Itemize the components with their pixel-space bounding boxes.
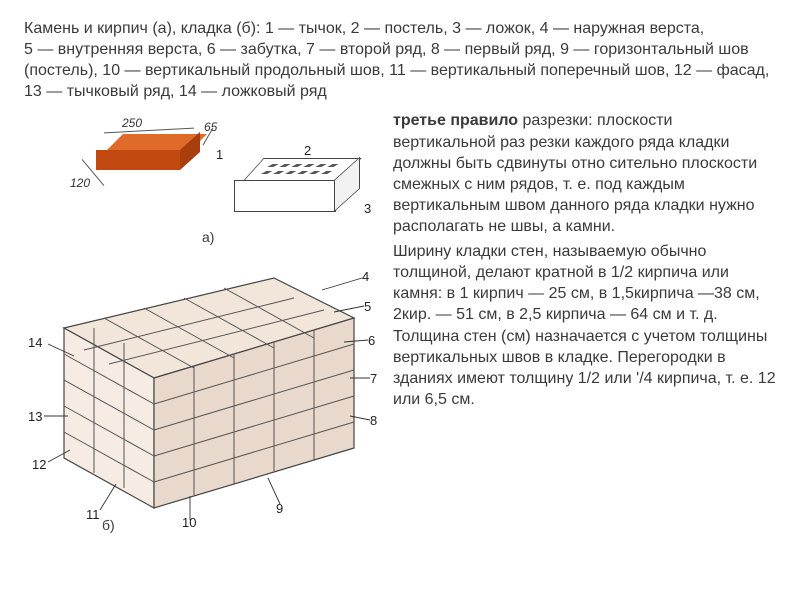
rule-body-1: разрезки: плоскости вертикальной раз рез…	[393, 112, 757, 235]
callout-10: 10	[182, 514, 196, 531]
callout-4: 4	[362, 268, 369, 285]
figure-label-a: а)	[202, 228, 214, 246]
callout-13: 13	[28, 408, 42, 425]
dim-arrow	[104, 128, 194, 134]
callout-12: 12	[32, 456, 46, 473]
rule-body-2b: кирпича или камня: в 1 кирпич — 25 см, в…	[393, 264, 767, 387]
figure-column: 250 120 65 1 2 3 а)	[24, 108, 379, 538]
fraction-half-1: 1/2	[611, 264, 633, 281]
callout-2: 2	[304, 142, 311, 159]
legend-line-2: 5 — внутренняя верста, 6 — забутка, 7 — …	[24, 41, 769, 100]
hollow-block: 1 2 3	[234, 158, 364, 228]
callout-6: 6	[368, 332, 375, 349]
callout-1: 1	[216, 146, 223, 163]
fraction-half-2: 1/2	[578, 370, 600, 387]
main-columns: 250 120 65 1 2 3 а)	[24, 108, 776, 538]
callout-7: 7	[370, 370, 377, 387]
dim-width: 250	[122, 116, 142, 132]
brick-dimensions: 250 120 65	[34, 114, 214, 234]
rule-paragraph-2: Ширину кладки стен, называемую обычно то…	[393, 241, 776, 410]
fraction-quarter: '/4	[636, 370, 652, 387]
hollow-front	[234, 180, 336, 212]
masonry-svg	[24, 248, 374, 538]
callout-14: 14	[28, 334, 42, 351]
masonry-diagram: 4 5 6 7 8 9 10 11 12 13 14	[24, 248, 374, 538]
callout-9: 9	[276, 500, 283, 517]
brick-front-face	[96, 150, 180, 170]
callout-8: 8	[370, 412, 377, 429]
dim-depth: 120	[70, 176, 90, 192]
legend-header: Камень и кирпич (а), кладка (б): 1 — тыч…	[24, 18, 776, 102]
legend-line-1: Камень и кирпич (а), кладка (б): 1 — тыч…	[24, 20, 704, 37]
rule-title: третье правило	[393, 112, 518, 129]
callout-3: 3	[364, 200, 371, 217]
callout-5: 5	[364, 298, 371, 315]
rule-paragraph-1: третье правило разрезки: плоскости верти…	[393, 110, 776, 237]
figure-label-b: б)	[102, 516, 115, 534]
text-column: третье правило разрезки: плоскости верти…	[393, 108, 776, 538]
rule-or: или	[600, 370, 636, 387]
callout-11: 11	[86, 506, 100, 523]
